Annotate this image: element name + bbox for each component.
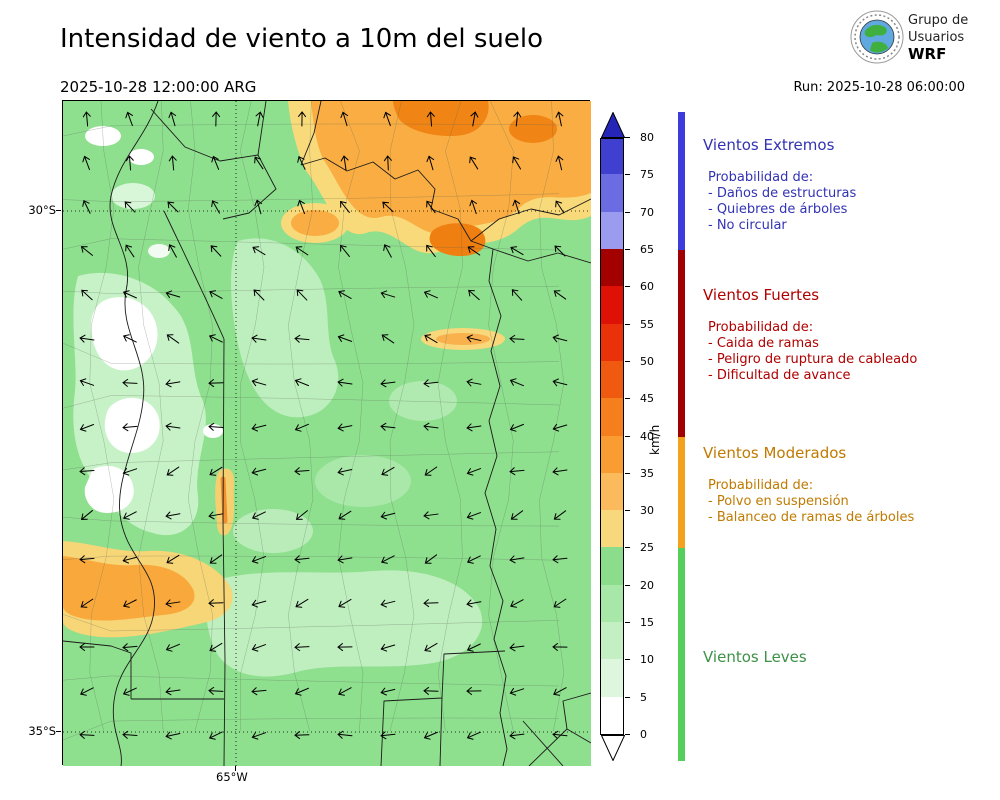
- legend-moderados-prob-label: Probabilidad de:: [708, 478, 814, 493]
- legend-extremos-item: - Quiebres de árboles: [708, 202, 848, 217]
- lat-label-35s: 35°S: [28, 724, 56, 738]
- colorbar-unit-label: km/h: [648, 424, 662, 455]
- logo-text: Grupo de Usuarios WRF: [908, 12, 968, 63]
- legend-moderados-item: - Balanceo de ramas de árboles: [708, 510, 915, 525]
- lat-tick-35s: [56, 731, 61, 732]
- graticule-lines: [63, 101, 591, 766]
- legend-leves: Vientos Leves: [703, 648, 993, 666]
- lat-label-30s: 30°S: [28, 203, 56, 217]
- legend-moderados-item: - Polvo en suspensión: [708, 494, 849, 509]
- lat-tick-30s: [56, 210, 61, 211]
- valid-time-label: 2025-10-28 12:00:00 ARG: [60, 78, 257, 96]
- page-title: Intensidad de viento a 10m del suelo: [60, 24, 544, 54]
- moderate-wind-regions: [63, 101, 591, 638]
- wrf-users-group-logo: Grupo de Usuarios WRF: [850, 10, 1000, 68]
- legend-fuertes-item: - Caida de ramas: [708, 336, 819, 351]
- legend-fuertes-title: Vientos Fuertes: [703, 286, 820, 304]
- legend-extremos-prob-label: Probabilidad de:: [708, 170, 814, 185]
- globe-logo-icon: [850, 10, 904, 64]
- logo-wrf: WRF: [908, 45, 947, 63]
- legend-fuertes: Vientos Fuertes Probabilidad de: - Caida…: [703, 286, 993, 384]
- logo-line-2: Usuarios: [908, 30, 965, 45]
- province-boundaries: [63, 101, 591, 766]
- legend-moderados: Vientos Moderados Probabilidad de: - Pol…: [703, 444, 993, 526]
- legend-fuertes-item: - Dificultad de avance: [708, 368, 851, 383]
- colorbar-under-arrow: [601, 735, 625, 761]
- legend-extremos: Vientos Extremos Probabilidad de: - Daño…: [703, 136, 993, 234]
- colorbar-over-arrow: [601, 112, 625, 138]
- wind-arrows-layer: [79, 111, 568, 740]
- lon-tick-65w: [235, 766, 236, 771]
- legend-moderados-title: Vientos Moderados: [703, 444, 847, 462]
- lon-label-65w: 65°W: [216, 770, 248, 784]
- legend-leves-title: Vientos Leves: [703, 648, 807, 666]
- legend-fuertes-prob-label: Probabilidad de:: [708, 320, 814, 335]
- colorbar-scale: [600, 138, 624, 735]
- category-color-bar: [678, 112, 685, 761]
- legend-extremos-item: - Daños de estructuras: [708, 186, 857, 201]
- wind-map: [62, 100, 591, 766]
- light-wind-shading: [73, 126, 483, 677]
- legend-fuertes-item: - Peligro de ruptura de cableado: [708, 352, 918, 367]
- wind-map-canvas: [63, 101, 591, 766]
- legend-extremos-title: Vientos Extremos: [703, 136, 835, 154]
- model-run-label: Run: 2025-10-28 06:00:00: [793, 80, 965, 95]
- legend-extremos-item: - No circular: [708, 218, 787, 233]
- colorbar-ticks: 0 5 10 15 20 25 30 35 40 45 50 55 60 65 70 75 80: [625, 131, 654, 741]
- wind-speed-colorbar: 0 5 10 15 20 25 30 35 40 45 50 55 60 65 70 75 80: [600, 112, 670, 761]
- department-boundaries: [63, 101, 565, 741]
- logo-line-1: Grupo de: [908, 13, 969, 28]
